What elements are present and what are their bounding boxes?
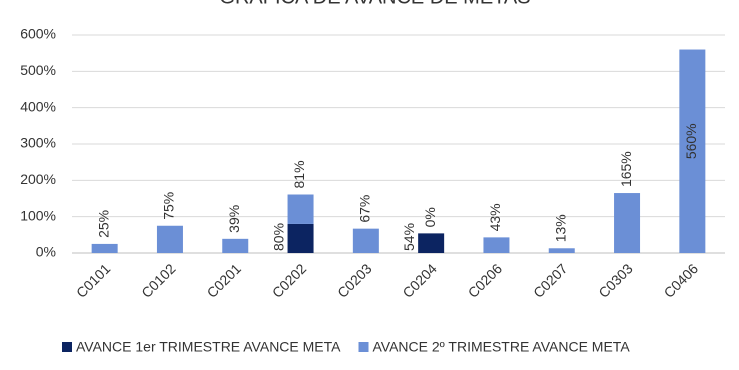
bar [483,237,510,253]
y-tick-label: 600% [20,26,56,42]
bar [287,223,314,253]
x-tick-label: C0201 [203,260,244,301]
bar [548,248,575,253]
value-label: 25% [95,210,111,238]
value-label: 560% [683,123,699,159]
x-tick-label: C0101 [73,260,114,301]
y-tick-label: 0% [36,244,56,260]
value-label: 67% [357,195,373,223]
bar [222,238,249,253]
y-tick-label: 400% [20,98,56,114]
value-label: 39% [226,205,242,233]
x-tick-label: C0102 [138,260,179,301]
value-label: 43% [487,203,503,231]
x-tick-label: C0202 [269,260,310,301]
y-tick-label: 500% [20,62,56,78]
value-label: 165% [618,151,634,187]
legend-label: AVANCE 2º TRIMESTRE AVANCE META [373,339,631,355]
value-label: 54% [401,223,417,251]
chart-title: GRÁFICA DE AVANCE DE METAS [219,0,530,8]
x-tick-label: C0204 [399,260,440,301]
legend-label: AVANCE 1er TRIMESTRE AVANCE META [76,339,341,355]
value-label: 80% [270,223,286,251]
y-tick-label: 300% [20,135,56,151]
bar [156,225,183,253]
y-tick-label: 100% [20,207,56,223]
legend-swatch [62,342,72,352]
value-label: 0% [422,207,438,227]
bar [418,233,445,253]
y-tick-label: 200% [20,171,56,187]
bar [352,228,379,253]
value-label: 75% [161,192,177,220]
bar [91,243,118,253]
bar [614,193,641,253]
bar [287,194,314,224]
value-label: 13% [552,214,568,242]
bar [679,49,706,254]
legend-swatch [358,342,369,352]
x-tick-label: C0206 [465,260,506,301]
x-tick-label: C0207 [530,260,571,301]
x-tick-label: C0406 [661,260,702,301]
value-label: 81% [291,160,307,188]
x-tick-label: C0203 [334,260,375,301]
x-tick-label: C0303 [595,260,636,301]
